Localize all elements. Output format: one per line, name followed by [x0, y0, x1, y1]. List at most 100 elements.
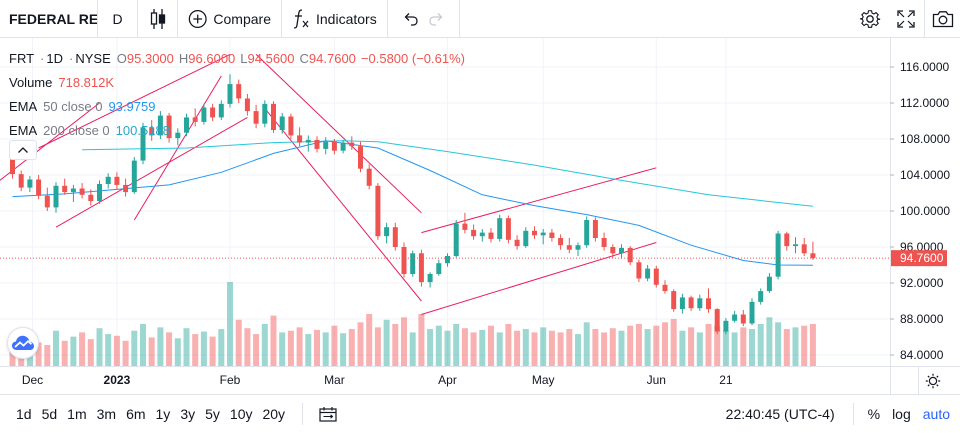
time-scale[interactable]: Dec 2023 Feb Mar Apr May Jun 21	[22, 373, 733, 387]
price-tick-label: 104.0000	[900, 168, 950, 182]
range-10y-button[interactable]: 10y	[229, 406, 253, 422]
volume-bar	[496, 332, 503, 366]
candle-body	[323, 141, 329, 149]
settings-button[interactable]	[852, 0, 888, 38]
timezone-clock[interactable]: 22:40:45 (UTC-4)	[725, 406, 835, 422]
range-1y-button[interactable]: 1y	[155, 406, 171, 422]
legend-ema50-row[interactable]: EMA 50 close 0 93.9759	[9, 95, 470, 119]
volume-bar	[218, 329, 225, 366]
volume-bar	[461, 328, 468, 366]
candle-body	[592, 220, 598, 238]
tradingview-logo-button[interactable]	[7, 327, 39, 359]
auto-scale-toggle[interactable]: auto	[922, 406, 950, 422]
legend-low-value: 94.5600	[247, 51, 295, 66]
percent-scale-toggle[interactable]: %	[867, 406, 881, 422]
candle	[244, 94, 250, 116]
price-scale-bg[interactable]	[890, 38, 960, 394]
legend-collapse-button[interactable]	[9, 140, 37, 160]
range-1m-button[interactable]: 1m	[67, 406, 87, 422]
sun-gear-icon	[925, 373, 941, 389]
time-tick-label: Dec	[22, 373, 43, 387]
candlestick-icon	[150, 8, 165, 29]
legend-volume-row[interactable]: Volume 718.812K	[9, 71, 470, 95]
trendline[interactable]	[421, 242, 657, 315]
volume-bar	[322, 332, 329, 366]
candle	[479, 229, 485, 242]
trendline[interactable]	[255, 54, 422, 214]
volume-bar	[148, 337, 155, 366]
candle-body	[279, 116, 285, 130]
symbol-search-button[interactable]: FEDERAL RE	[0, 0, 98, 38]
candle	[697, 294, 703, 311]
candle	[210, 103, 216, 121]
range-5d-button[interactable]: 5d	[41, 406, 58, 422]
fullscreen-button[interactable]	[888, 0, 924, 38]
ema200-line	[82, 140, 813, 207]
trendline[interactable]	[421, 167, 657, 234]
trendline[interactable]	[38, 53, 231, 149]
go-to-date-button[interactable]	[313, 395, 343, 433]
log-scale-toggle[interactable]: log	[892, 406, 911, 422]
undo-icon[interactable]	[402, 11, 420, 27]
trendline[interactable]	[264, 108, 422, 302]
volume-bar	[392, 324, 399, 366]
range-20y-button[interactable]: 20y	[262, 406, 286, 422]
candle	[427, 272, 433, 288]
volume-bar	[314, 329, 320, 366]
candle-body	[810, 253, 816, 259]
volume-bar	[792, 327, 799, 366]
volume-bar	[705, 324, 712, 366]
candle-body	[401, 247, 407, 274]
range-6m-button[interactable]: 6m	[126, 406, 146, 422]
candle	[688, 295, 694, 311]
price-tick-label: 88.0000	[900, 312, 944, 326]
legend-open-value: 95.3000	[126, 51, 174, 66]
candle	[584, 216, 590, 248]
volume-bar	[522, 329, 529, 366]
candle-body	[166, 115, 172, 139]
candle-body	[732, 314, 738, 321]
time-tick-label: Jun	[647, 373, 666, 387]
range-3m-button[interactable]: 3m	[96, 406, 117, 422]
compare-button[interactable]: Compare	[178, 0, 282, 38]
candle	[462, 212, 468, 234]
range-1d-button[interactable]: 1d	[16, 406, 32, 422]
screenshot-button[interactable]	[924, 0, 960, 38]
candle-body	[392, 227, 398, 247]
candle	[253, 104, 259, 129]
candle-body	[706, 298, 711, 310]
volume-bar	[61, 340, 68, 366]
interval-button[interactable]: D	[98, 0, 138, 38]
candle-body	[210, 107, 216, 118]
candle	[140, 122, 146, 165]
range-5y-button[interactable]: 5y	[205, 406, 220, 422]
top-toolbar: FEDERAL RE D Compare Indicators	[0, 0, 960, 38]
candle-body	[749, 301, 755, 324]
candle	[810, 241, 816, 260]
candle	[392, 222, 398, 251]
chart-type-button[interactable]	[138, 0, 178, 38]
candle	[453, 220, 459, 258]
price-tick-label: 112.0000	[900, 96, 949, 110]
legend-ema200-row[interactable]: EMA 200 close 0 100.5188	[9, 119, 470, 143]
range-3y-button[interactable]: 3y	[180, 406, 196, 422]
volume-bar	[635, 324, 642, 366]
candle	[88, 189, 94, 206]
candle-body	[610, 247, 616, 254]
redo-icon[interactable]	[427, 11, 445, 27]
volume-bar	[601, 332, 608, 366]
indicators-button[interactable]: Indicators	[282, 0, 388, 38]
scale-settings-button[interactable]	[925, 373, 941, 389]
candle	[44, 187, 50, 211]
candle	[331, 139, 337, 155]
trendline[interactable]	[55, 116, 248, 228]
price-scale[interactable]: 116.0000 112.0000 108.0000 104.0000 100.0000…	[890, 60, 950, 362]
candle-body	[418, 253, 424, 283]
candle-body	[175, 132, 181, 139]
legend-low-key: L	[240, 51, 248, 66]
trendlines[interactable]	[0, 53, 657, 315]
candle	[410, 250, 416, 277]
undo-redo-group	[388, 0, 460, 38]
price-chart[interactable]: 116.0000 112.0000 108.0000 104.0000 100.0000…	[0, 38, 960, 394]
candle-body	[427, 274, 433, 283]
